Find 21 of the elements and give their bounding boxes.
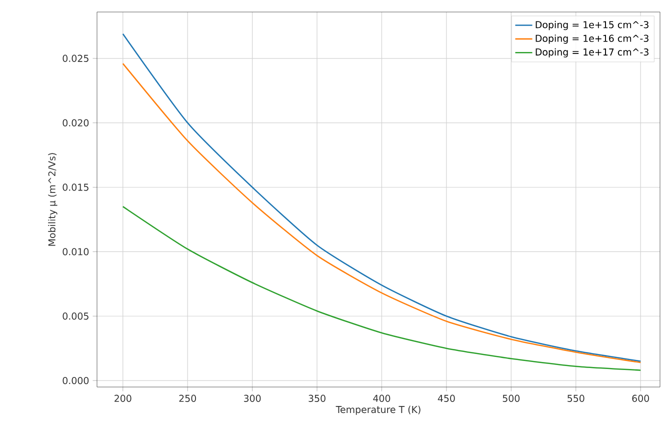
x-tick-label: 250	[179, 394, 196, 402]
x-tick-label: 400	[373, 394, 390, 402]
y-axis-title: Mobility µ (m^2/Vs)	[48, 153, 58, 246]
y-tick-label: 0.020	[62, 119, 89, 126]
y-tick-label: 0.010	[62, 248, 89, 256]
x-axis-title: Temperature T (K)	[336, 406, 420, 415]
x-tick-label: 450	[438, 394, 455, 402]
line-series	[122, 206, 642, 371]
legend-label: Doping = 1e+17 cm^-3	[536, 48, 648, 58]
legend-label: Doping = 1e+16 cm^-3	[536, 34, 648, 44]
x-tick-label: 200	[114, 394, 132, 402]
x-tick-label: 350	[308, 394, 326, 402]
y-tick-label: 0.005	[62, 312, 88, 320]
y-tick-label: 0.025	[62, 54, 88, 62]
x-tick-label: 300	[244, 394, 261, 402]
x-tick-label: 600	[632, 394, 649, 402]
x-tick-label: 550	[568, 394, 584, 402]
y-tick-label: 0.000	[62, 376, 89, 384]
legend-label: Doping = 1e+15 cm^-3	[536, 20, 648, 30]
y-tick-label: 0.015	[62, 184, 88, 191]
x-tick-label: 500	[502, 394, 520, 402]
